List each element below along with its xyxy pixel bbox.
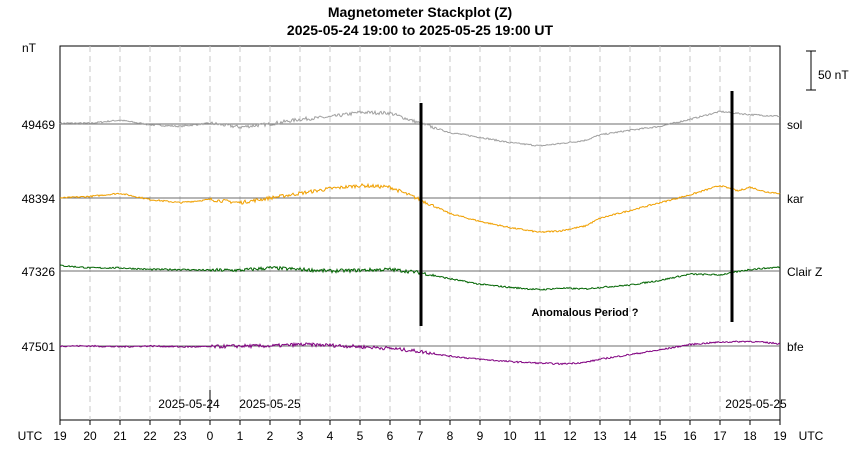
x-tick-label: 18 <box>743 429 757 443</box>
baseline-value-labels: 49469 48394 47326 47501 <box>22 118 56 354</box>
x-axis-label: UTC <box>18 429 43 443</box>
date-label: 2025-05-25 <box>239 397 301 411</box>
x-tick-label: 6 <box>387 429 394 443</box>
x-tick-labels: 19 20 21 22 23 0 1 2 3 4 5 6 7 8 9 10 11 12 13 14 15 16 17 18 19 <box>53 429 787 443</box>
x-tick-label: 16 <box>683 429 697 443</box>
x-tick-label: 2 <box>267 429 274 443</box>
series-name-labels: sol kar Clair Z bfe <box>787 118 822 354</box>
x-tick-label: 14 <box>623 429 637 443</box>
x-tick-label: 23 <box>173 429 187 443</box>
x-tick-label: 5 <box>357 429 364 443</box>
x-tick-label: 1 <box>237 429 244 443</box>
baseline-label: 49469 <box>22 118 56 132</box>
date-label: 2025-05-25 <box>725 397 787 411</box>
x-tick-label: 13 <box>593 429 607 443</box>
x-tick-label: 0 <box>207 429 214 443</box>
x-axis-label-right: UTC <box>799 429 824 443</box>
y-unit-label: nT <box>22 41 37 55</box>
x-tick-label: 21 <box>113 429 127 443</box>
x-tick-label: 12 <box>563 429 577 443</box>
x-tick-label: 9 <box>477 429 484 443</box>
anomaly-annotation: Anomalous Period ? <box>532 307 639 319</box>
series-name-label: Clair Z <box>787 265 822 279</box>
x-tick-label: 7 <box>417 429 424 443</box>
baseline-label: 47501 <box>22 340 56 354</box>
date-label: 2025-05-24 <box>158 397 220 411</box>
series-line-bfe <box>59 340 781 366</box>
vertical-markers <box>419 91 734 326</box>
baseline-label: 48394 <box>22 192 56 206</box>
x-tick-label: 8 <box>447 429 454 443</box>
x-tick-label: 22 <box>143 429 157 443</box>
x-tick-label: 4 <box>327 429 334 443</box>
series-name-label: kar <box>787 192 804 206</box>
scale-bar-label: 50 nT <box>818 68 849 82</box>
series-name-label: bfe <box>787 340 804 354</box>
date-labels: 2025-05-24 2025-05-25 2025-05-25 <box>158 397 787 411</box>
x-tick-label: 10 <box>503 429 517 443</box>
x-tick-label: 11 <box>534 429 547 443</box>
series-name-label: sol <box>787 118 802 132</box>
chart-subtitle: 2025-05-24 19:00 to 2025-05-25 19:00 UT <box>287 22 554 38</box>
scale-bar: 50 nT <box>806 50 849 91</box>
x-tick-label: 3 <box>297 429 304 443</box>
x-tick-label: 17 <box>713 429 727 443</box>
x-tick-label: 19 <box>53 429 67 443</box>
x-tick-label: 20 <box>83 429 97 443</box>
x-tick-label: 15 <box>653 429 667 443</box>
x-tick-label: 19 <box>773 429 787 443</box>
chart-title: Magnetometer Stackplot (Z) <box>328 4 512 20</box>
grid-lines <box>59 46 781 425</box>
baseline-label: 47326 <box>22 265 56 279</box>
